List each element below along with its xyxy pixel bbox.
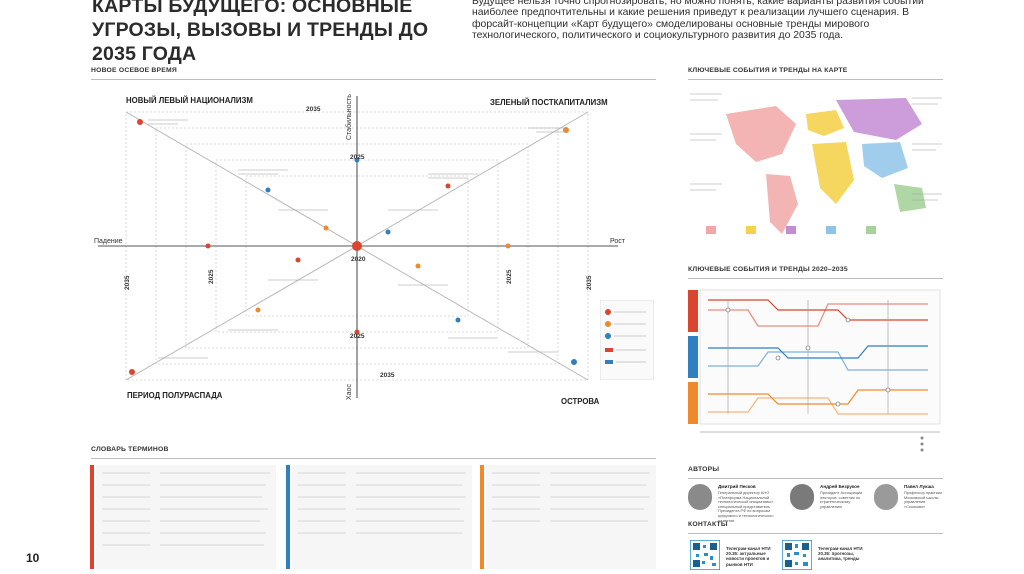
year-2035-bottom: 2035	[380, 372, 395, 379]
axial-time-rule	[91, 79, 656, 80]
axis-stability: Стабильность	[346, 94, 353, 140]
author-name: Андрей Безрукое	[820, 484, 860, 489]
glossary-columns	[90, 465, 656, 569]
contact-text: Телеграм-канал НТИ 20.35: прогнозы, анал…	[818, 546, 863, 562]
map-rule	[688, 79, 943, 80]
year-2025-top: 2025	[350, 154, 365, 161]
avatar	[874, 484, 898, 510]
scenario-new-left-nationalism: НОВЫЙ ЛЕВЫЙ НАЦИОНАЛИЗМ	[126, 96, 253, 105]
year-2025-left: 2025	[208, 269, 215, 284]
scenario-half-life-period: ПЕРИОД ПОЛУРАСПАДА	[127, 391, 223, 400]
axial-time-heading: НОВОЕ ОСЕВОЕ ВРЕМЯ	[91, 67, 177, 74]
contact-text: Телеграм-канал НТИ 20.35: актуальные нов…	[726, 546, 771, 567]
axis-growth: Рост	[610, 238, 625, 245]
author-name: Павел Лукша	[904, 484, 934, 489]
intro-paragraph: Будущее нельзя точно спрогнозировать, но…	[472, 0, 924, 42]
year-2025-bottom: 2025	[350, 333, 365, 340]
year-2035-top: 2035	[306, 106, 321, 113]
glossary-rule-line	[91, 458, 656, 459]
page-number: 10	[26, 551, 40, 565]
qr-code-icon[interactable]	[690, 540, 720, 570]
map-heading: КЛЮЧЕВЫЕ СОБЫТИЯ И ТРЕНДЫ НА КАРТЕ	[688, 67, 848, 74]
contacts-rule	[688, 533, 943, 534]
diagram-legend	[600, 300, 654, 380]
year-2025-right: 2025	[506, 269, 513, 284]
timeline-heading: КЛЮЧЕВЫЕ СОБЫТИЯ И ТРЕНДЫ 2020–2035	[688, 266, 848, 273]
year-2020-center: 2020	[351, 256, 366, 263]
year-2035-left: 2035	[124, 275, 131, 290]
authors-rule	[688, 478, 943, 479]
scenario-islands: ОСТРОВА	[561, 397, 600, 406]
avatar	[688, 484, 712, 510]
timeline-chart	[688, 289, 941, 452]
qr-code-icon[interactable]	[782, 540, 812, 570]
page-title: КАРТЫ БУДУЩЕГО: ОСНОВНЫЕ УГРОЗЫ, ВЫЗОВЫ …	[92, 0, 429, 65]
axis-decline: Падение	[94, 238, 123, 245]
event-markers	[129, 119, 577, 375]
authors-heading: АВТОРЫ	[688, 466, 720, 473]
author-role: Профессор практики Московской школы упра…	[904, 490, 942, 509]
year-2035-right: 2035	[586, 275, 593, 290]
timeline-rule	[688, 278, 943, 279]
avatar	[790, 484, 814, 510]
glossary-heading: СЛОВАРЬ ТЕРМИНОВ	[91, 446, 169, 453]
scenario-diagram	[98, 96, 618, 398]
author-role: Президент Ассоциации лекторов, советник …	[820, 490, 863, 509]
axis-chaos: Хаос	[346, 384, 353, 400]
author-role: Генеральный директор АНО «Платформа Наци…	[718, 490, 775, 523]
scenario-green-postcapitalism: ЗЕЛЕНЫЙ ПОСТКАПИТАЛИЗМ	[490, 98, 608, 107]
contacts-heading: КОНТАКТЫ	[688, 521, 728, 528]
annotation-lines	[148, 119, 568, 359]
author-name: Дмитрий Песков	[718, 484, 756, 489]
world-map	[686, 84, 944, 250]
